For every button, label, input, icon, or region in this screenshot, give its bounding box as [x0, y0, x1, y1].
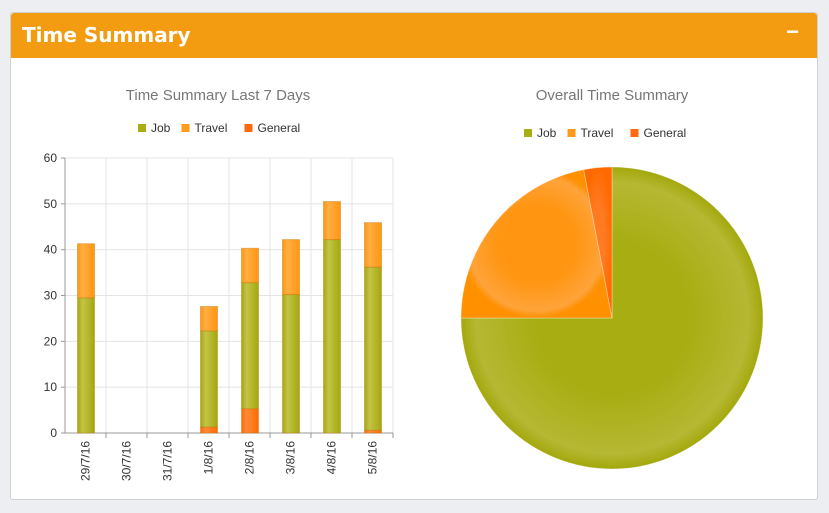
- bar-job: [77, 297, 95, 434]
- bar-legend-swatch-travel: [181, 124, 190, 132]
- y-tick-label: 50: [44, 197, 58, 211]
- x-tick-label: 4/8/16: [325, 441, 339, 475]
- bar-travel: [323, 201, 341, 241]
- pie-legend-swatch-general: [630, 129, 639, 137]
- minimize-button[interactable]: −: [786, 19, 799, 44]
- bar-legend-swatch-general: [244, 124, 253, 132]
- bar-legend-label-travel: Travel: [195, 121, 228, 135]
- y-tick-label: 10: [44, 380, 58, 394]
- bar-legend-label-job: Job: [151, 121, 171, 135]
- y-tick-label: 60: [44, 151, 58, 165]
- y-tick-label: 20: [44, 334, 58, 348]
- bar-job: [282, 294, 300, 434]
- bar-travel: [364, 222, 382, 268]
- bar-legend-label-general: General: [258, 121, 301, 135]
- x-tick-label: 31/7/16: [161, 441, 175, 481]
- x-tick-label: 3/8/16: [284, 441, 298, 475]
- x-tick-label: 1/8/16: [202, 441, 216, 475]
- pie-slice-general: [583, 166, 613, 319]
- bar-job: [200, 330, 218, 428]
- pie-legend-label-travel: Travel: [581, 126, 614, 140]
- pie-legend-swatch-travel: [567, 129, 576, 137]
- x-tick-label: 29/7/16: [79, 441, 93, 481]
- bar-general: [200, 426, 218, 434]
- pie-slice-job: [460, 166, 764, 470]
- y-tick-label: 40: [44, 243, 58, 257]
- bar-chart-title: Time Summary Last 7 Days: [126, 87, 311, 104]
- bar-job: [323, 239, 341, 434]
- bar-travel: [241, 247, 259, 284]
- pie-legend-label-job: Job: [537, 126, 557, 140]
- bar-legend-swatch-job: [138, 124, 146, 132]
- bar-travel: [200, 306, 218, 332]
- pie-legend-label-general: General: [644, 126, 687, 140]
- y-tick-label: 30: [44, 289, 58, 303]
- pie-chart-title: Overall Time Summary: [536, 87, 689, 104]
- x-tick-label: 2/8/16: [243, 441, 257, 475]
- pie-legend-swatch-job: [524, 129, 532, 137]
- panel-header: Time Summary −: [11, 13, 817, 58]
- x-tick-label: 30/7/16: [120, 441, 134, 481]
- bar-travel: [77, 243, 95, 299]
- bar-travel: [282, 239, 300, 296]
- bar-job: [241, 282, 259, 410]
- bar-general: [241, 408, 259, 434]
- bar-job: [364, 266, 382, 431]
- y-tick-label: 0: [50, 426, 57, 440]
- panel-title: Time Summary: [22, 23, 191, 47]
- pie-slice-travel: [460, 169, 613, 319]
- x-tick-label: 5/8/16: [366, 441, 380, 475]
